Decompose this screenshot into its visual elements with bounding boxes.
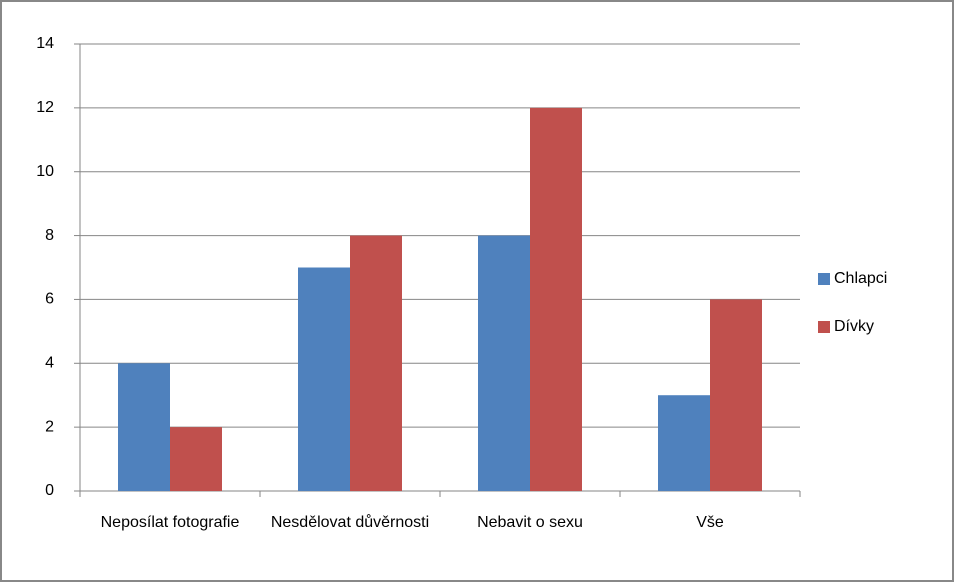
bar: [478, 235, 530, 491]
x-tick-label: Nesdělovat důvěrnosti: [270, 514, 430, 531]
legend-label: Chlapci: [834, 270, 887, 287]
y-tick-label: 8: [45, 227, 54, 244]
bar: [530, 107, 582, 491]
y-tick-label: 12: [36, 99, 54, 116]
legend-swatch: [818, 321, 830, 333]
bar: [298, 267, 350, 491]
x-tick-label: Vše: [696, 514, 724, 531]
x-tick-label: Nebavit o sexu: [477, 514, 583, 531]
legend-swatch: [818, 273, 830, 285]
bar: [118, 363, 170, 491]
bar: [658, 395, 710, 491]
y-tick-label: 10: [36, 163, 54, 180]
y-tick-label: 0: [45, 482, 54, 499]
bar: [170, 427, 222, 491]
y-tick-label: 2: [45, 418, 54, 435]
y-tick-label: 6: [45, 291, 54, 308]
y-tick-label: 4: [45, 355, 54, 372]
legend-label: Dívky: [834, 318, 874, 335]
bar: [350, 235, 402, 491]
bar: [710, 299, 762, 491]
x-tick-label: Neposílat fotografie: [100, 514, 240, 531]
y-tick-label: 14: [36, 35, 54, 52]
